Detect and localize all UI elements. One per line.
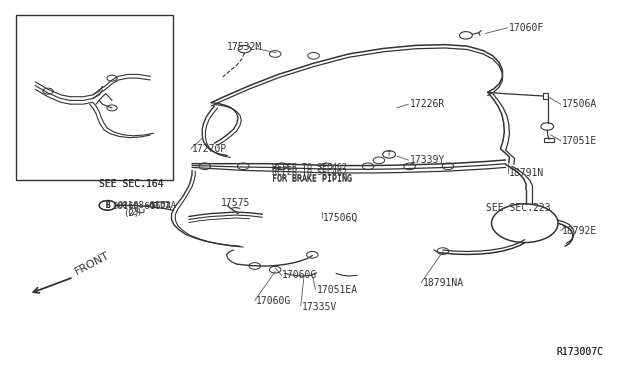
Text: 18792E: 18792E (562, 226, 597, 235)
Text: B: B (105, 201, 110, 210)
Text: SEE SEC.223: SEE SEC.223 (486, 203, 551, 213)
Text: 18791N: 18791N (509, 168, 544, 178)
Bar (544, 138, 554, 142)
Text: T: T (387, 151, 391, 157)
Text: FOR BRAKE PIPING: FOR BRAKE PIPING (272, 175, 352, 184)
Text: 08168-6162A: 08168-6162A (112, 202, 171, 211)
Text: SEE SEC.164: SEE SEC.164 (99, 179, 164, 189)
Text: 17270P: 17270P (192, 144, 227, 154)
Text: R173007C: R173007C (557, 347, 604, 356)
Text: 17060F: 17060F (509, 23, 544, 33)
Text: 17532M: 17532M (227, 42, 262, 51)
Bar (543, 93, 548, 99)
Text: REFER TO SEC462
FOR BRAKE PIPING: REFER TO SEC462 FOR BRAKE PIPING (272, 163, 352, 183)
Text: SEE SEC.164: SEE SEC.164 (99, 179, 164, 189)
Text: 17226R: 17226R (410, 99, 445, 109)
Text: 17051E: 17051E (562, 137, 597, 146)
Text: 17506Q: 17506Q (323, 213, 358, 222)
Text: 17339Y: 17339Y (410, 155, 445, 165)
Text: (2): (2) (124, 209, 140, 218)
Text: FRONT: FRONT (74, 250, 112, 277)
Text: (2): (2) (126, 208, 142, 217)
Text: 18791NA: 18791NA (422, 278, 463, 288)
Text: 17575: 17575 (221, 198, 250, 208)
Text: REFER TO SEC462: REFER TO SEC462 (272, 169, 347, 177)
Text: 17060G: 17060G (256, 296, 291, 306)
Bar (16, 15, 173, 180)
Text: 08168-6162A: 08168-6162A (118, 201, 177, 210)
Text: 17335V: 17335V (302, 302, 337, 312)
Text: B: B (105, 201, 110, 210)
Text: 17506A: 17506A (562, 99, 597, 109)
Text: R173007C: R173007C (557, 347, 604, 356)
Text: 17060G: 17060G (282, 270, 317, 280)
Text: 17051EA: 17051EA (317, 285, 358, 295)
